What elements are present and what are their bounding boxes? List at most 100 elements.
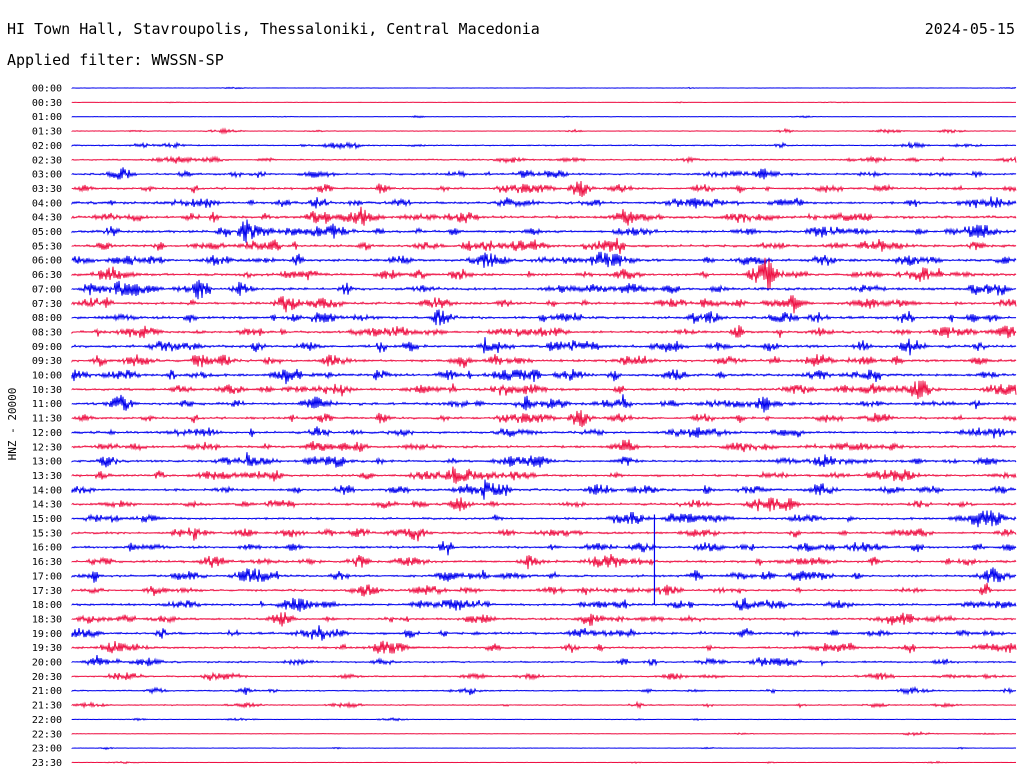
trace-row bbox=[71, 257, 1017, 290]
trace-row bbox=[71, 237, 1017, 255]
row-label: 19:30 bbox=[32, 643, 62, 654]
row-label: 01:00 bbox=[32, 112, 62, 123]
row-label: 03:00 bbox=[32, 170, 62, 181]
row-label: 17:30 bbox=[32, 586, 62, 597]
trace-row bbox=[71, 380, 1017, 400]
trace-row bbox=[71, 746, 1017, 751]
row-label: 02:30 bbox=[32, 155, 62, 166]
row-label: 03:30 bbox=[32, 184, 62, 195]
trace-row bbox=[71, 206, 1017, 226]
trace-row bbox=[71, 612, 1017, 627]
trace-row bbox=[71, 466, 1017, 484]
trace-row bbox=[71, 279, 1017, 300]
seismic-traces bbox=[71, 86, 1017, 765]
trace-row bbox=[71, 410, 1017, 428]
row-label: 16:30 bbox=[32, 557, 62, 568]
trace-row bbox=[71, 219, 1017, 243]
row-label: 12:30 bbox=[32, 442, 62, 453]
trace-row bbox=[71, 325, 1017, 339]
row-label: 19:00 bbox=[32, 629, 62, 640]
row-label: 09:30 bbox=[32, 356, 62, 367]
trace-row bbox=[71, 426, 1017, 439]
row-label: 01:30 bbox=[32, 127, 62, 138]
trace-row bbox=[71, 510, 1017, 528]
trace-row bbox=[71, 101, 1017, 104]
row-label: 08:00 bbox=[32, 313, 62, 324]
row-label: 08:30 bbox=[32, 327, 62, 338]
trace-row bbox=[71, 685, 1017, 696]
row-label: 13:00 bbox=[32, 457, 62, 468]
row-label: 23:30 bbox=[32, 758, 62, 769]
trace-row bbox=[71, 86, 1017, 90]
row-label: 07:30 bbox=[32, 299, 62, 310]
row-label: 04:30 bbox=[32, 213, 62, 224]
trace-row bbox=[71, 640, 1017, 654]
trace-row bbox=[71, 553, 1017, 570]
trace-row bbox=[71, 655, 1017, 667]
row-label: 09:00 bbox=[32, 342, 62, 353]
trace-row bbox=[71, 730, 1017, 737]
trace-row bbox=[71, 180, 1017, 197]
row-label: 15:30 bbox=[32, 528, 62, 539]
row-label: 20:30 bbox=[32, 672, 62, 683]
row-labels: 00:00 00:30 01:00 01:30 02:00 02:30 03:00 03:30… bbox=[32, 84, 62, 769]
date-label: 2024-05-15 bbox=[924, 20, 1015, 38]
station-title: HI Town Hall, Stavroupolis, Thessaloniki… bbox=[7, 20, 540, 38]
row-label: 04:00 bbox=[32, 198, 62, 209]
row-label: 22:30 bbox=[32, 729, 62, 740]
trace-row bbox=[71, 439, 1017, 453]
trace-row bbox=[71, 155, 1017, 165]
row-label: 14:30 bbox=[32, 500, 62, 511]
row-label: 10:00 bbox=[32, 371, 62, 382]
row-label: 12:00 bbox=[32, 428, 62, 439]
trace-row bbox=[71, 625, 1017, 641]
row-label: 05:30 bbox=[32, 241, 62, 252]
trace-row bbox=[71, 127, 1017, 135]
row-label: 11:30 bbox=[32, 414, 62, 425]
row-label: 00:00 bbox=[32, 84, 62, 95]
row-label: 11:00 bbox=[32, 399, 62, 410]
trace-row bbox=[71, 337, 1017, 356]
trace-row bbox=[71, 196, 1017, 209]
row-label: 20:00 bbox=[32, 658, 62, 669]
trace-row bbox=[71, 354, 1017, 369]
trace-row bbox=[71, 167, 1017, 180]
row-label: 21:30 bbox=[32, 701, 62, 712]
trace-row bbox=[71, 295, 1017, 314]
row-label: 10:30 bbox=[32, 385, 62, 396]
row-label: 18:00 bbox=[32, 600, 62, 611]
trace-row bbox=[71, 700, 1017, 710]
row-label: 05:00 bbox=[32, 227, 62, 238]
row-label: 14:00 bbox=[32, 485, 62, 496]
row-label: 18:30 bbox=[32, 614, 62, 625]
trace-row bbox=[71, 497, 1017, 512]
row-label: 13:30 bbox=[32, 471, 62, 482]
row-label: 16:00 bbox=[32, 543, 62, 554]
row-label: 22:00 bbox=[32, 715, 62, 726]
trace-row bbox=[71, 597, 1017, 612]
row-label: 07:00 bbox=[32, 284, 62, 295]
trace-row bbox=[71, 567, 1017, 583]
y-axis-label: HNZ - 20000 bbox=[6, 388, 19, 461]
row-label: 00:30 bbox=[32, 98, 62, 109]
trace-row bbox=[71, 479, 1017, 500]
trace-row bbox=[71, 394, 1017, 413]
filter-label: Applied filter: WWSSN-SP bbox=[7, 51, 224, 69]
row-label: 15:00 bbox=[32, 514, 62, 525]
trace-row bbox=[71, 760, 1017, 765]
trace-row bbox=[71, 368, 1017, 385]
trace-row bbox=[71, 671, 1017, 681]
trace-row bbox=[71, 717, 1017, 722]
trace-row bbox=[71, 309, 1017, 326]
row-label: 06:30 bbox=[32, 270, 62, 281]
row-label: 21:00 bbox=[32, 686, 62, 697]
trace-row bbox=[71, 582, 1017, 597]
trace-row bbox=[71, 114, 1017, 119]
row-label: 23:00 bbox=[32, 744, 62, 755]
trace-row bbox=[71, 141, 1017, 151]
row-label: 06:00 bbox=[32, 256, 62, 267]
row-label: 02:00 bbox=[32, 141, 62, 152]
trace-row bbox=[71, 541, 1017, 556]
trace-row bbox=[71, 251, 1017, 268]
